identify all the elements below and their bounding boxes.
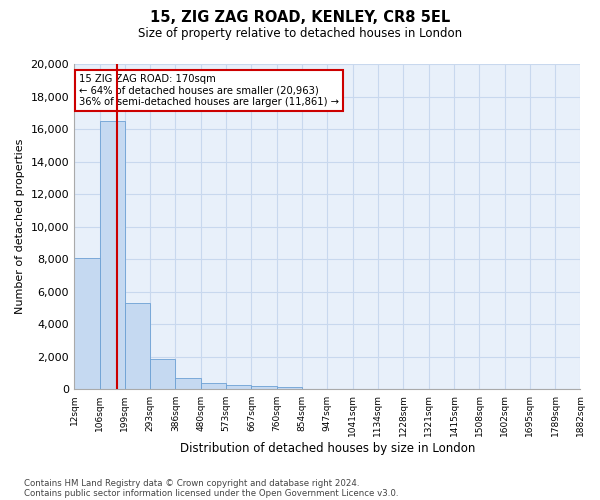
Text: 15, ZIG ZAG ROAD, KENLEY, CR8 5EL: 15, ZIG ZAG ROAD, KENLEY, CR8 5EL xyxy=(150,10,450,25)
Bar xyxy=(175,378,201,390)
Text: 15 ZIG ZAG ROAD: 170sqm
← 64% of detached houses are smaller (20,963)
36% of sem: 15 ZIG ZAG ROAD: 170sqm ← 64% of detache… xyxy=(79,74,339,107)
Bar xyxy=(201,384,226,390)
Bar xyxy=(251,386,277,390)
Text: Contains HM Land Registry data © Crown copyright and database right 2024.: Contains HM Land Registry data © Crown c… xyxy=(24,478,359,488)
Bar xyxy=(150,360,175,390)
Bar xyxy=(277,386,302,390)
Y-axis label: Number of detached properties: Number of detached properties xyxy=(15,139,25,314)
Text: Contains public sector information licensed under the Open Government Licence v3: Contains public sector information licen… xyxy=(24,488,398,498)
Bar xyxy=(226,385,251,390)
X-axis label: Distribution of detached houses by size in London: Distribution of detached houses by size … xyxy=(179,442,475,455)
Bar xyxy=(74,258,100,390)
Bar xyxy=(100,121,125,390)
Text: Size of property relative to detached houses in London: Size of property relative to detached ho… xyxy=(138,28,462,40)
Bar xyxy=(125,303,150,390)
